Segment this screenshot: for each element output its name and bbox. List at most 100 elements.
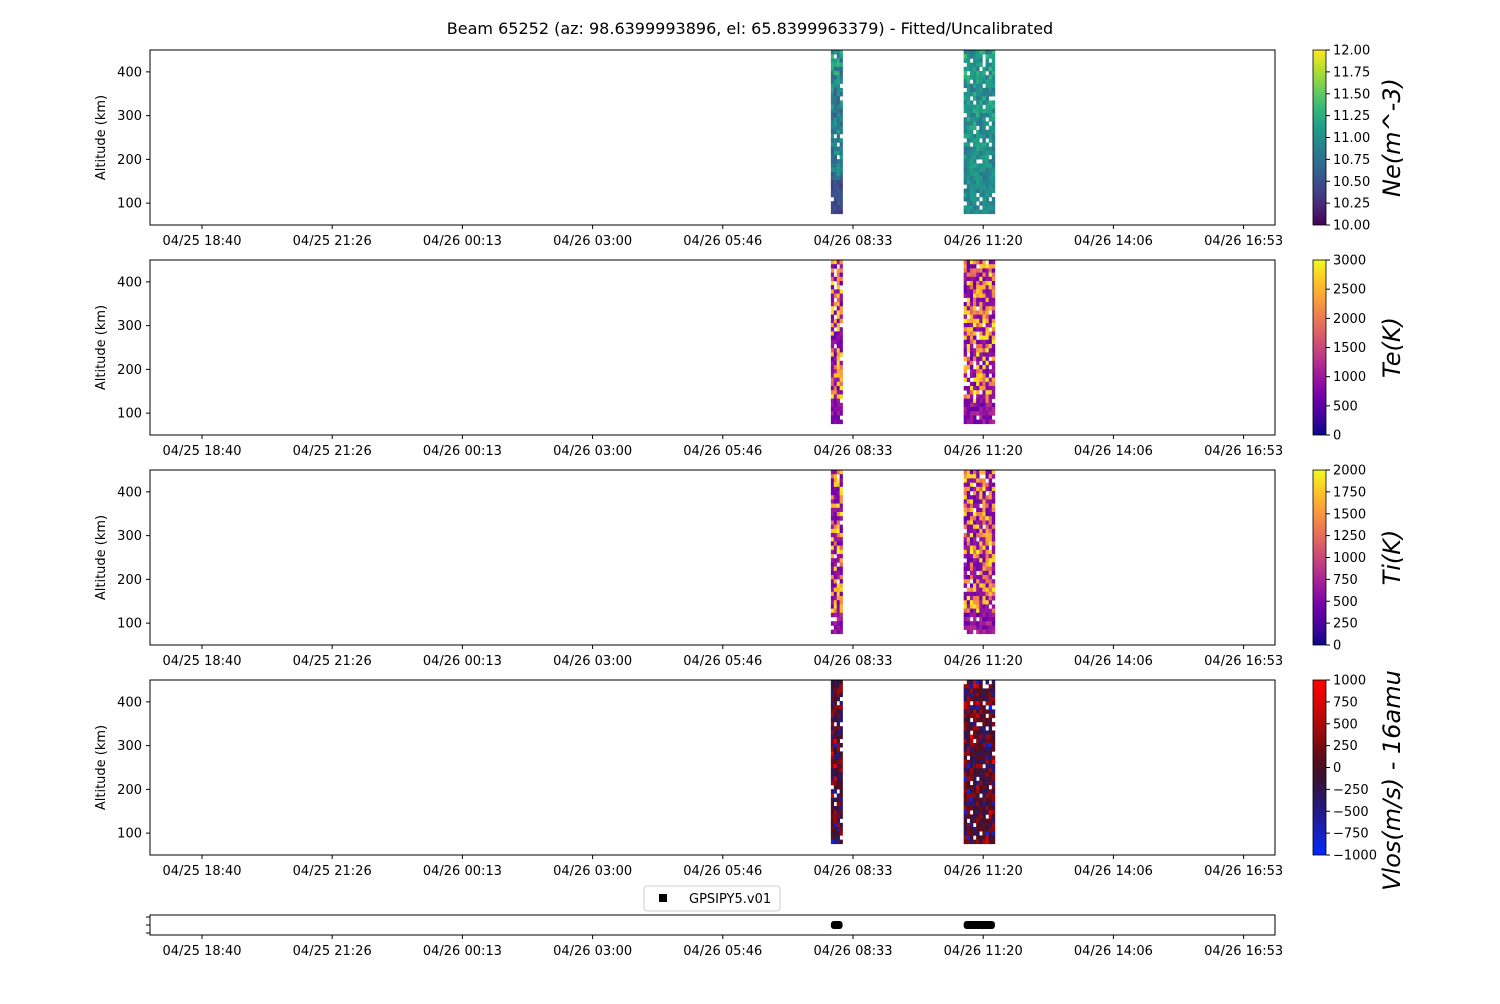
heatmap-cell — [839, 260, 843, 265]
heatmap-cell — [830, 730, 835, 735]
heatmap-cells-ne — [830, 50, 996, 215]
heatmap-cell — [982, 591, 986, 597]
heatmap-cell — [969, 562, 974, 567]
heatmap-cell — [973, 260, 977, 265]
heatmap-cell — [988, 528, 993, 534]
heatmap-cell — [969, 138, 974, 143]
heatmap-cell — [969, 499, 974, 504]
heatmap-cell — [991, 797, 996, 803]
heatmap-cell — [976, 604, 980, 609]
heatmap-cell — [976, 302, 980, 307]
heatmap-cell — [973, 789, 977, 794]
heatmap-cell — [833, 129, 838, 135]
heatmap-cell — [991, 272, 996, 278]
heatmap-cell — [976, 705, 980, 710]
heatmap-cell — [969, 386, 974, 391]
heatmap-cell — [966, 138, 971, 143]
heatmap-cell — [963, 575, 968, 580]
heatmap-cell — [979, 129, 983, 135]
heatmap-cell — [963, 688, 968, 693]
heatmap-cell — [833, 512, 838, 517]
heatmap-cell — [976, 503, 980, 509]
heatmap-cell — [969, 751, 974, 756]
heatmap-cell — [982, 159, 986, 164]
heatmap-cell — [963, 562, 968, 567]
heatmap-cell — [839, 125, 843, 131]
heatmap-cell — [985, 302, 989, 307]
heatmap-cell — [991, 121, 996, 126]
heatmap-cell — [833, 747, 838, 752]
heatmap-cell — [973, 705, 977, 710]
heatmap-cell — [963, 533, 968, 538]
heatmap-cell — [836, 810, 840, 815]
heatmap-cell — [991, 129, 996, 135]
heatmap-cell — [839, 491, 843, 496]
heatmap-cell — [969, 533, 974, 538]
heatmap-cell — [973, 104, 977, 110]
heatmap-cell — [979, 134, 983, 139]
heatmap-cell — [833, 142, 838, 147]
heatmap-cell — [969, 482, 974, 488]
heatmap-cell — [833, 276, 838, 282]
heatmap-cell — [988, 612, 993, 618]
heatmap-cell — [966, 113, 971, 118]
heatmap-cell — [976, 365, 980, 370]
heatmap-cell — [839, 155, 843, 160]
heatmap-cell — [982, 814, 986, 819]
heatmap-cell — [976, 108, 980, 114]
heatmap-cell — [991, 163, 996, 168]
heatmap-cell — [976, 129, 980, 135]
heatmap-cell — [982, 839, 986, 845]
heatmap-cell — [969, 629, 974, 635]
heatmap-cell — [988, 503, 993, 509]
heatmap-cell — [988, 159, 993, 164]
heatmap-cell — [966, 402, 971, 408]
heatmap-cell — [979, 755, 983, 761]
heatmap-cell — [833, 709, 838, 714]
heatmap-cell — [839, 591, 843, 597]
heatmap-cell — [839, 407, 843, 412]
heatmap-cell — [830, 722, 835, 727]
heatmap-cell — [966, 738, 971, 744]
heatmap-cell — [991, 201, 996, 206]
heatmap-cell — [973, 92, 977, 97]
heatmap-cell — [830, 75, 835, 80]
heatmap-cell — [963, 793, 968, 798]
ytick-label: 200 — [117, 153, 142, 168]
heatmap-cell — [991, 188, 996, 194]
heatmap-cell — [839, 402, 843, 408]
heatmap-cell — [979, 768, 983, 773]
heatmap-cell — [963, 768, 968, 773]
heatmap-cell — [979, 612, 983, 618]
heatmap-cell — [991, 281, 996, 286]
heatmap-cell — [982, 751, 986, 756]
heatmap-cell — [836, 583, 840, 588]
heatmap-cell — [839, 331, 843, 336]
heatmap-cell — [985, 171, 989, 177]
heatmap-cell — [836, 625, 840, 630]
heatmap-cell — [985, 264, 989, 269]
heatmap-cell — [839, 159, 843, 164]
heatmap-cell — [839, 801, 843, 807]
heatmap-cell — [969, 87, 974, 93]
heatmap-cell — [963, 108, 968, 114]
heatmap-cell — [833, 302, 838, 307]
heatmap-cell — [973, 604, 977, 609]
heatmap-cell — [833, 701, 838, 706]
colorbar-tick-label: 1750 — [1333, 485, 1366, 500]
heatmap-cell — [966, 58, 971, 63]
heatmap-cell — [982, 134, 986, 139]
heatmap-cell — [830, 335, 835, 341]
heatmap-cell — [973, 755, 977, 761]
colorbar-tick-label: 10.75 — [1333, 153, 1370, 168]
heatmap-cell — [988, 394, 993, 399]
heatmap-cell — [982, 503, 986, 509]
heatmap-cell — [991, 768, 996, 773]
heatmap-cell — [991, 310, 996, 315]
heatmap-cell — [839, 810, 843, 815]
heatmap-cell — [982, 604, 986, 609]
heatmap-cell — [979, 717, 983, 723]
heatmap-cell — [833, 734, 838, 740]
heatmap-cell — [839, 541, 843, 546]
heatmap-cell — [976, 621, 980, 626]
